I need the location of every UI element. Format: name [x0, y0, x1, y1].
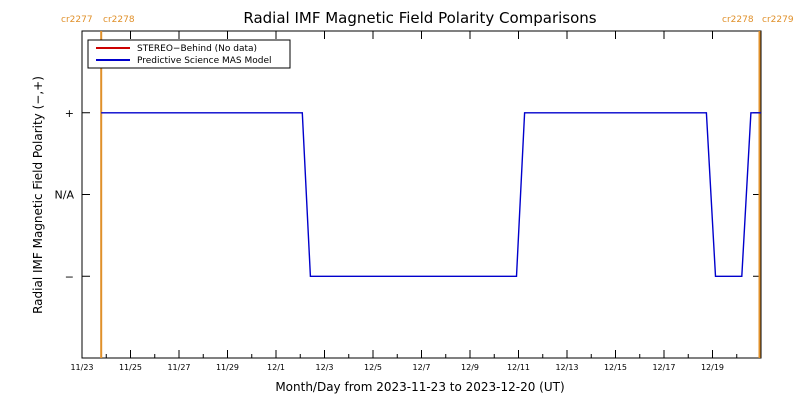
x-tick-label-8: 12/9	[461, 363, 479, 372]
x-tick-label-2: 11/27	[167, 363, 190, 372]
cr-label-right-1: cr2278	[722, 15, 754, 25]
x-axis-ticks: 11/23 11/25 11/27 11/29 12/1 12/3 12/5 12/7 12/9…	[70, 31, 738, 372]
series-group	[101, 112, 761, 277]
plot-frame	[81, 30, 762, 359]
cr-label-left-2: cr2278	[103, 15, 135, 25]
x-tick-label-10: 12/13	[555, 363, 578, 372]
x-tick-label-9: 12/11	[507, 363, 530, 372]
x-tick-label-5: 12/3	[316, 363, 334, 372]
x-tick-label-4: 12/1	[267, 363, 285, 372]
x-axis-label: Month/Day from 2023-11-23 to 2023-12-20 …	[275, 380, 564, 394]
y-tick-label-1: N/A	[55, 189, 75, 202]
x-tick-label-1: 11/25	[119, 363, 142, 372]
y-axis-label: Radial IMF Magnetic Field Polarity (−,+)	[31, 76, 45, 314]
x-tick-label-13: 12/19	[701, 363, 724, 372]
x-tick-label-0: 11/23	[70, 363, 93, 372]
carrington-markers	[100, 31, 761, 358]
y-tick-label-0: +	[65, 107, 74, 120]
x-tick-label-11: 12/15	[604, 363, 627, 372]
series-line-0	[101, 112, 761, 277]
x-tick-label-7: 12/7	[413, 363, 431, 372]
x-tick-label-12: 12/17	[652, 363, 675, 372]
legend: STEREO−Behind (No data) Predictive Scien…	[87, 39, 291, 69]
legend-label-stereo: STEREO−Behind (No data)	[137, 44, 257, 54]
chart-title: Radial IMF Magnetic Field Polarity Compa…	[243, 9, 596, 27]
legend-label-mas: Predictive Science MAS Model	[137, 56, 272, 66]
x-tick-label-6: 12/5	[364, 363, 382, 372]
cr-label-left-1: cr2277	[61, 15, 93, 25]
x-tick-label-3: 11/29	[216, 363, 239, 372]
y-tick-label-2: −	[65, 270, 74, 283]
y-axis-ticks: + N/A −	[55, 107, 761, 283]
cr-label-right-2: cr2279	[762, 15, 794, 25]
legend-box	[87, 39, 291, 69]
